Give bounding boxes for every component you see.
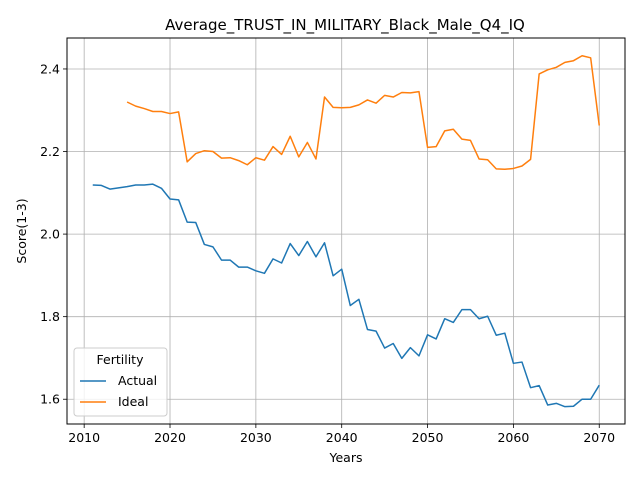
y-tick-label: 2.4 bbox=[40, 61, 60, 76]
legend: Fertility Actual Ideal bbox=[73, 347, 168, 417]
y-axis-title: Score(1-3) bbox=[14, 198, 29, 263]
series-line-actual bbox=[92, 183, 600, 408]
x-tick-label: 2070 bbox=[583, 430, 615, 445]
legend-label-actual: Actual bbox=[118, 373, 157, 388]
y-tick-label: 1.6 bbox=[40, 392, 60, 407]
y-tick-label: 1.8 bbox=[40, 309, 60, 324]
legend-label-ideal: Ideal bbox=[118, 394, 148, 409]
x-axis-title: Years bbox=[329, 450, 363, 465]
x-tick-label: 2030 bbox=[240, 430, 272, 445]
plot-frame bbox=[66, 37, 626, 425]
legend-box bbox=[73, 347, 168, 417]
y-tick-label: 2.0 bbox=[40, 227, 60, 242]
chart-title: Average_TRUST_IN_MILITARY_Black_Male_Q4_… bbox=[165, 16, 525, 35]
series-layer bbox=[92, 55, 600, 408]
x-tick-label: 2010 bbox=[68, 430, 100, 445]
x-tick-label: 2040 bbox=[326, 430, 358, 445]
x-tick-label: 2060 bbox=[497, 430, 529, 445]
x-tick-label: 2020 bbox=[154, 430, 186, 445]
legend-title: Fertility bbox=[97, 352, 145, 367]
y-tick-label: 2.2 bbox=[40, 144, 60, 159]
series-line-ideal bbox=[126, 55, 600, 171]
axis-ticks: 2010 2020 2030 2040 2050 2060 2070 1.6 1.8 2.0 2.2… bbox=[40, 61, 615, 445]
x-tick-label: 2050 bbox=[412, 430, 444, 445]
